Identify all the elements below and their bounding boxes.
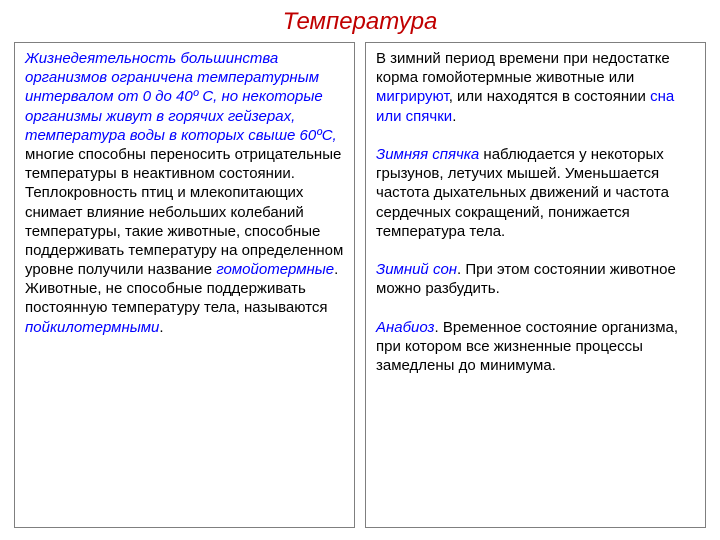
right-column: В зимний период времени при недостатке к…: [365, 42, 706, 528]
right-p1c: .: [452, 108, 456, 125]
left-p3-term: пойкилотермными: [25, 319, 159, 336]
right-p4-term: Анабиоз: [376, 319, 435, 336]
left-p1-rest: многие способны переносить отрицательные…: [25, 146, 341, 182]
left-p1: Жизнедеятельность большинства организмов…: [25, 49, 344, 183]
content-columns: Жизнедеятельность большинства организмов…: [14, 42, 706, 528]
right-p1a: В зимний период времени при недостатке к…: [376, 50, 670, 86]
left-p3a: Животные, не способные поддерживать пост…: [25, 280, 327, 316]
right-p2-term: Зимняя спячка: [376, 146, 479, 163]
slide: Температура Жизнедеятельность большинств…: [0, 0, 720, 540]
right-p1: В зимний период времени при недостатке к…: [376, 49, 695, 126]
left-column: Жизнедеятельность большинства организмов…: [14, 42, 355, 528]
right-p2: Зимняя спячка наблюдается у некоторых гр…: [376, 145, 695, 241]
right-p3: Зимний сон. При этом состоянии животное …: [376, 260, 695, 298]
page-title: Температура: [14, 8, 706, 36]
left-p2b: .: [334, 261, 338, 278]
left-p2-term: гомойотермные: [216, 261, 334, 278]
left-p3: Животные, не способные поддерживать пост…: [25, 279, 344, 337]
right-p3-term: Зимний сон: [376, 261, 457, 278]
right-p1b: , или находятся в состоянии: [449, 88, 650, 105]
left-p3b: .: [159, 319, 163, 336]
left-p2: Теплокровность птиц и млекопитающих сним…: [25, 183, 344, 279]
left-p1-highlight: Жизнедеятельность большинства организмов…: [25, 50, 337, 144]
right-p1-term1: мигрируют: [376, 88, 449, 105]
right-p4: Анабиоз. Временное состояние организма, …: [376, 318, 695, 376]
